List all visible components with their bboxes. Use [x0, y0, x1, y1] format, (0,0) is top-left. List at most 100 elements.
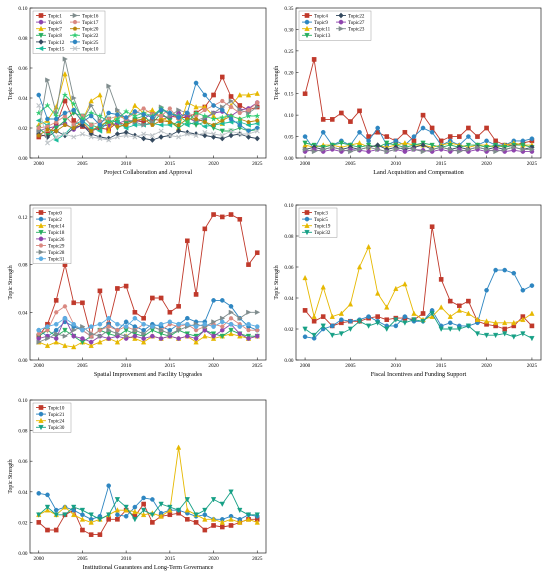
data-point: [384, 148, 390, 155]
data-point: [201, 123, 208, 130]
data-point: [254, 309, 261, 315]
data-point: [393, 146, 399, 153]
data-point: [150, 295, 155, 301]
data-point: [36, 336, 42, 341]
data-point: [402, 281, 408, 287]
data-point: [106, 315, 111, 321]
data-point: [53, 339, 59, 345]
legend-label: Topic32: [314, 231, 331, 236]
data-point: [211, 92, 216, 98]
data-point: [228, 128, 234, 134]
series-line: [38, 105, 258, 144]
data-point: [53, 512, 59, 518]
data-point: [44, 102, 51, 109]
data-point: [320, 146, 327, 153]
data-point: [302, 274, 308, 281]
y-axis-title: Topic Strength: [274, 265, 280, 299]
x-tick-label: 2025: [252, 556, 263, 562]
data-point: [53, 116, 59, 122]
data-point: [88, 339, 94, 345]
marker-stroke: [237, 131, 243, 137]
data-point: [141, 321, 146, 327]
y-tick-label: 0.00: [18, 551, 27, 557]
data-point: [141, 511, 147, 518]
legend-item: Topic27: [336, 19, 365, 26]
data-point: [53, 128, 59, 133]
legend-swatch-marker: [71, 31, 79, 39]
data-point: [88, 113, 94, 119]
data-point: [411, 317, 417, 323]
data-point: [158, 321, 164, 327]
legend-swatch-marker: [304, 216, 310, 222]
data-point: [97, 333, 103, 339]
legend-label: Topic12: [48, 41, 65, 46]
legend-item: Topic7: [36, 25, 62, 33]
data-point: [254, 104, 261, 110]
legend-item: Topic32: [302, 229, 331, 236]
data-point: [88, 134, 94, 140]
data-point: [447, 326, 453, 332]
chart-panel-3: 0.00 0.04 0.08 0.12 2000 2005 2010 2015 2020 2025…: [8, 204, 267, 378]
data-point: [402, 144, 408, 150]
data-point: [465, 323, 472, 329]
data-point: [211, 110, 217, 116]
data-point: [115, 517, 120, 522]
data-point: [254, 128, 260, 134]
data-point: [132, 508, 138, 514]
data-point: [36, 331, 42, 336]
data-point: [219, 98, 225, 104]
data-point: [80, 323, 86, 330]
data-point: [96, 112, 104, 119]
data-point: [176, 115, 181, 120]
data-point: [211, 131, 217, 137]
data-point: [302, 326, 308, 332]
data-point: [106, 512, 112, 518]
data-point: [53, 134, 59, 140]
data-point: [484, 287, 489, 293]
data-point: [106, 83, 112, 89]
data-point: [338, 140, 344, 146]
data-point: [228, 523, 234, 528]
data-point: [185, 315, 190, 321]
data-point: [429, 142, 435, 149]
data-point: [141, 501, 146, 507]
data-point: [210, 516, 217, 522]
legend-label: Topic9: [314, 21, 328, 26]
data-point: [237, 103, 243, 108]
data-point: [366, 144, 372, 150]
data-point: [97, 92, 103, 98]
data-point: [365, 323, 372, 329]
data-point: [211, 333, 216, 339]
data-point: [167, 119, 173, 124]
data-point: [106, 336, 111, 341]
data-point: [141, 131, 147, 137]
data-point: [254, 512, 260, 518]
x-tick-label: 2005: [77, 161, 88, 167]
x-tick-label: 2020: [208, 363, 219, 369]
data-point: [493, 267, 498, 273]
legend-label: Topic1: [48, 14, 62, 19]
data-point: [36, 133, 41, 138]
data-point: [150, 333, 155, 339]
data-point: [429, 129, 435, 135]
data-point: [219, 327, 225, 333]
data-point: [62, 504, 68, 510]
data-point: [228, 304, 234, 309]
data-point: [167, 110, 173, 116]
data-point: [211, 523, 216, 528]
data-point: [228, 116, 234, 122]
data-point: [167, 331, 173, 337]
y-tick-label: 0.00: [18, 156, 27, 162]
data-point: [185, 333, 190, 339]
legend-item: Topic15: [36, 45, 65, 52]
data-point: [45, 140, 50, 146]
data-point: [529, 136, 535, 142]
data-point: [347, 326, 354, 332]
data-point: [493, 332, 499, 339]
x-tick-label: 2005: [77, 363, 88, 369]
data-point: [393, 323, 399, 329]
data-point: [228, 212, 234, 217]
legend-swatch-marker: [38, 229, 44, 236]
